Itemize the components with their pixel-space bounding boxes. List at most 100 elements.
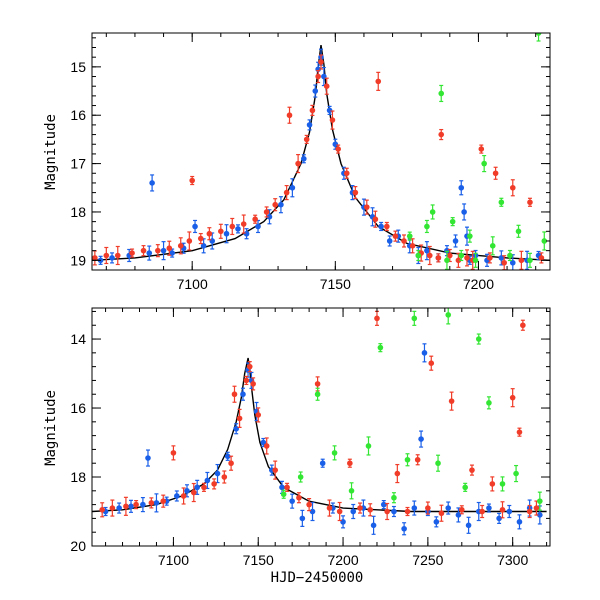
bottom-data-point [469, 467, 475, 473]
bottom-data-point [340, 519, 346, 525]
top-x-tick-label: 7200 [463, 276, 494, 292]
top-data-point [507, 252, 513, 259]
bottom-model-curve [92, 357, 547, 513]
bottom-data-point [289, 498, 295, 504]
top-data-point [538, 255, 545, 261]
bottom-data-point [421, 350, 428, 356]
bottom-data-point [516, 429, 523, 435]
top-data-point [255, 223, 261, 230]
top-data-point [492, 170, 499, 177]
bottom-ylabel: Magnitude [43, 390, 59, 466]
top-y-tick-label: 17 [70, 156, 86, 172]
bottom-data-point [148, 500, 155, 506]
top-data-point [458, 184, 465, 191]
top-data-point [472, 257, 479, 264]
top-data-point [464, 255, 470, 261]
top-data-point [409, 243, 416, 249]
bottom-data-point [236, 415, 243, 422]
bottom-data-point [204, 477, 211, 484]
top-data-point [243, 230, 250, 237]
bottom-data-point [404, 456, 411, 463]
bottom-data-point [240, 391, 246, 398]
bottom-data-point [284, 484, 290, 491]
bottom-data-point [201, 484, 207, 491]
top-data-point [272, 201, 279, 208]
bottom-data-point [347, 460, 353, 467]
bottom-data-point [428, 360, 435, 366]
top-data-point [352, 189, 359, 196]
top-data-point [438, 90, 445, 97]
bottom-x-tick-label: 7200 [327, 552, 358, 568]
bottom-data-point [99, 506, 105, 513]
top-data-point [406, 233, 413, 239]
top-data-point [343, 170, 350, 177]
top-data-point [447, 252, 453, 259]
top-data-point [109, 255, 115, 261]
top-data-point [435, 255, 442, 261]
top-data-point [498, 199, 505, 206]
bottom-data-point [367, 506, 373, 513]
bottom-data-point [194, 484, 200, 491]
top-data-point [449, 218, 456, 225]
bottom-data-point [331, 450, 338, 456]
top-data-point [286, 112, 293, 119]
bottom-data-point [260, 439, 267, 446]
bottom-x-tick-label: 7150 [243, 552, 274, 568]
top-data-point [283, 189, 290, 196]
top-x-tick-label: 7150 [320, 276, 351, 292]
bottom-data-point [509, 394, 516, 401]
bottom-data-point [153, 500, 160, 506]
bottom-data-point [499, 481, 506, 487]
top-data-point [315, 73, 321, 80]
bottom-data-point [448, 398, 455, 404]
top-data-point [461, 209, 467, 215]
bottom-data-point [394, 470, 401, 477]
bottom-data-point [184, 488, 190, 494]
top-data-point [295, 160, 301, 167]
top-data-point [364, 204, 370, 210]
bottom-frame [91, 307, 551, 547]
top-data-point [444, 257, 450, 264]
bottom-data-point [414, 456, 421, 463]
top-data-point [509, 259, 516, 266]
top-data-point [429, 209, 436, 215]
bottom-data-point [499, 506, 506, 513]
top-data-point [303, 136, 310, 143]
bottom-data-point [221, 474, 228, 480]
bottom-data-point [231, 391, 238, 398]
bottom-data-point [123, 503, 129, 510]
top-data-point [458, 252, 465, 259]
top-data-point [335, 146, 341, 152]
top-data-point [189, 177, 195, 184]
top-y-tick-label: 15 [70, 59, 86, 75]
bottom-data-point [411, 505, 418, 511]
top-clipped-marks [92, 33, 550, 270]
bottom-data-point [418, 436, 424, 442]
bottom-data-point [377, 344, 384, 351]
top-data-point [452, 238, 459, 244]
bottom-data-point [272, 467, 279, 473]
bottom-x-tick-label: 7250 [412, 552, 443, 568]
bottom-data-point [133, 501, 139, 508]
top-x-tick-label: 7100 [177, 276, 208, 292]
bottom-data-point [348, 488, 355, 494]
bottom-data-point [116, 505, 122, 511]
bottom-data-point [243, 377, 250, 384]
bottom-data-point [401, 525, 407, 532]
top-series-2 [406, 33, 548, 270]
bottom-data-point [279, 484, 285, 491]
bottom-data-point [246, 363, 253, 370]
top-data-point [266, 213, 273, 220]
bottom-data-point [384, 508, 390, 515]
bottom-data-point [214, 470, 221, 477]
top-data-point [501, 259, 508, 266]
top-plot-area [92, 33, 550, 270]
bottom-x-tick-label: 7100 [158, 552, 189, 568]
bottom-x-tick-label: 7300 [497, 552, 528, 568]
top-data-point [278, 201, 284, 208]
bottom-data-point [380, 501, 387, 508]
top-data-point [240, 221, 247, 227]
bottom-data-point [314, 381, 321, 387]
top-data-point [535, 33, 542, 36]
